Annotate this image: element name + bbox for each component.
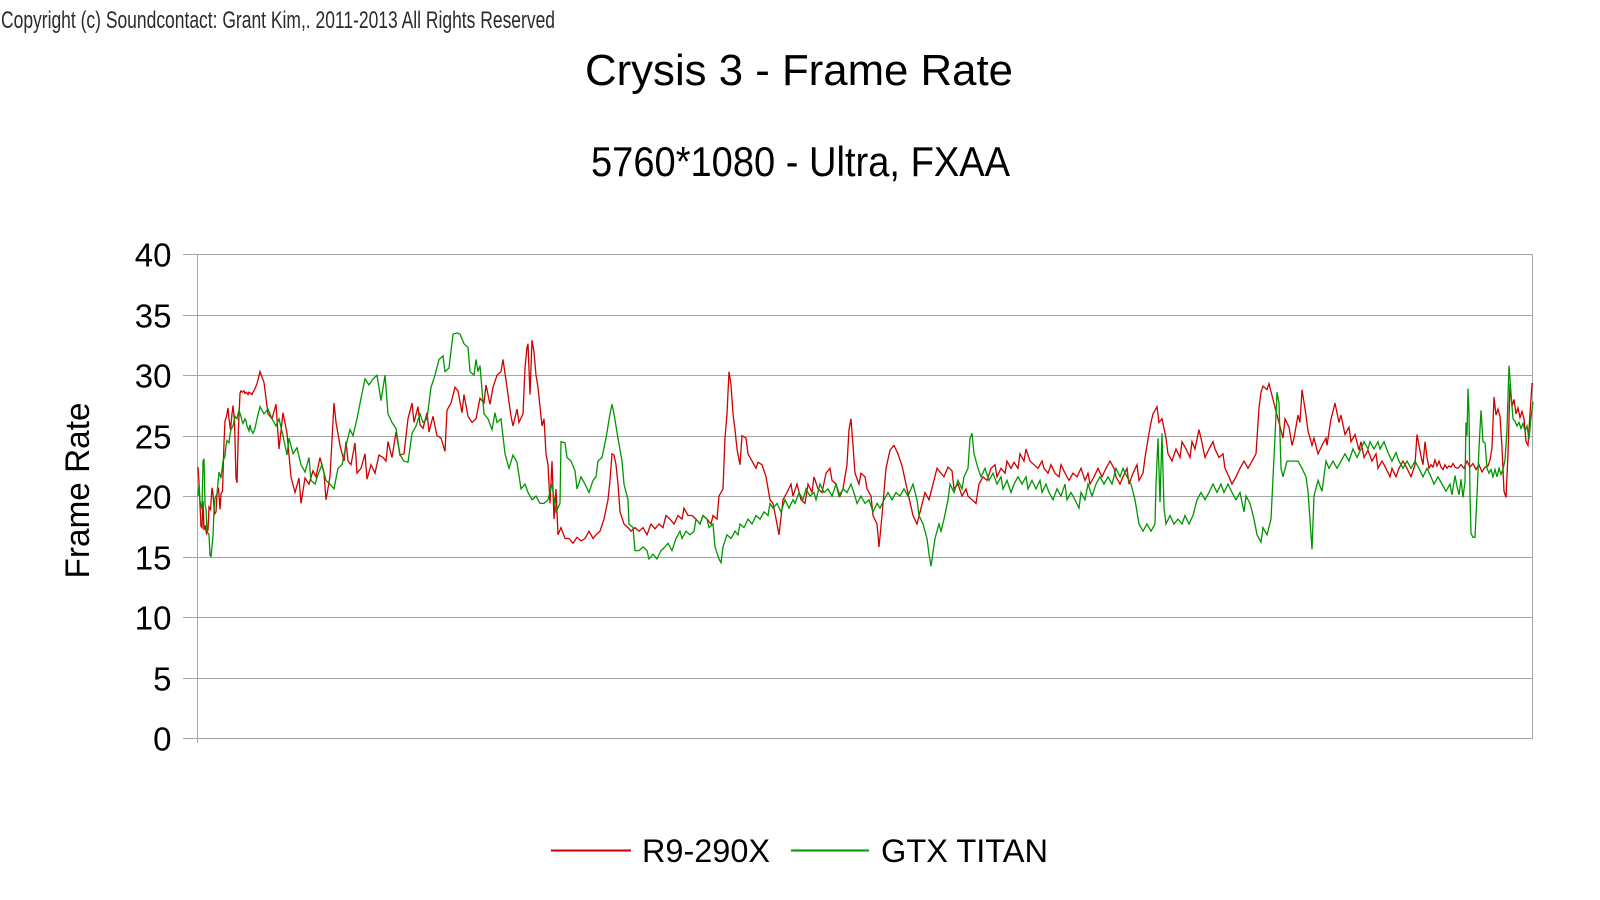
svg-text:0: 0 — [153, 721, 171, 758]
svg-text:5760*1080 - Ultra, FXAA: 5760*1080 - Ultra, FXAA — [591, 138, 1010, 185]
svg-text:35: 35 — [135, 298, 172, 335]
svg-text:30: 30 — [135, 358, 172, 395]
svg-text:Crysis 3 - Frame Rate: Crysis 3 - Frame Rate — [585, 46, 1013, 95]
svg-text:10: 10 — [135, 600, 172, 637]
svg-text:20: 20 — [135, 479, 172, 516]
svg-text:GTX TITAN: GTX TITAN — [881, 833, 1048, 869]
svg-text:5: 5 — [153, 661, 171, 698]
svg-text:Frame Rate: Frame Rate — [59, 403, 97, 579]
svg-text:Copyright (c) Soundcontact: Gr: Copyright (c) Soundcontact: Grant Kim,. … — [1, 7, 555, 34]
svg-text:40: 40 — [135, 237, 172, 274]
svg-text:25: 25 — [135, 419, 172, 456]
svg-text:15: 15 — [135, 540, 172, 577]
svg-text:R9-290X: R9-290X — [642, 833, 770, 869]
